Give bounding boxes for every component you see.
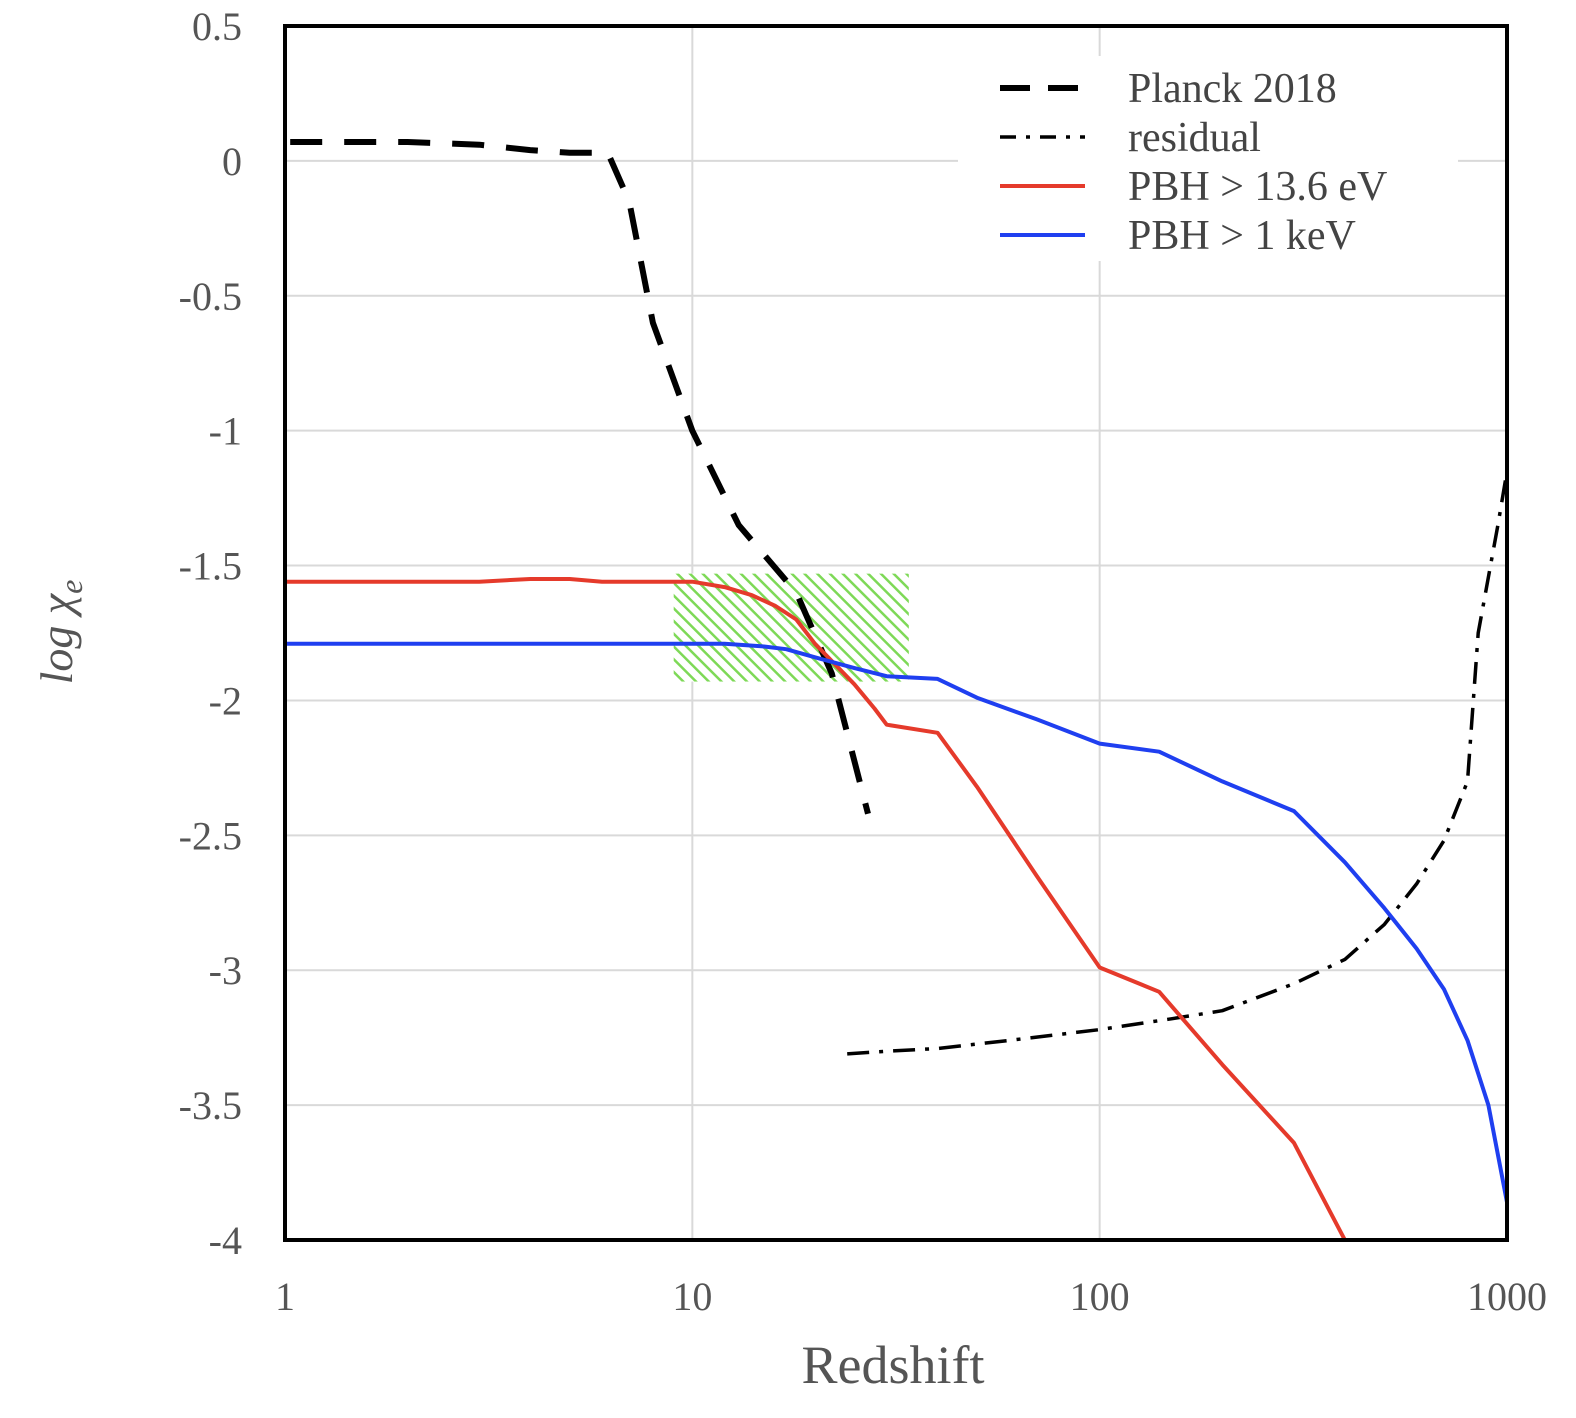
y-axis-title: log χe <box>31 580 89 685</box>
plot-frame <box>283 24 1509 1242</box>
legend-label-planck-2018: Planck 2018 <box>1128 66 1337 112</box>
legend-box <box>958 56 1458 261</box>
x-tick-label-0: 1 <box>275 1274 295 1319</box>
series-line-pbh-1-kev <box>285 641 1507 1203</box>
y-tick-labels: 0.5 0 -0.5 -1 -1.5 -2 -2.5 -3 -3.5 -4 <box>179 4 242 1263</box>
y-tick-label-4: -1.5 <box>179 544 242 589</box>
y-tick-label-9: -4 <box>209 1218 242 1263</box>
y-tick-label-2: -0.5 <box>179 274 242 319</box>
y-axis-title-main: log χ <box>31 592 82 684</box>
series-line-planck-2018 <box>290 139 871 815</box>
y-tick-label-6: -2.5 <box>179 813 242 858</box>
y-tick-label-3: -1 <box>209 409 242 454</box>
series-line-pbh-13-6-ev <box>285 577 1347 1240</box>
y-tick-label-1: 0 <box>222 139 242 184</box>
x-tick-label-2: 100 <box>1070 1274 1130 1319</box>
y-axis-title-subscript: e <box>53 580 89 594</box>
y-tick-label-5: -2 <box>209 678 242 723</box>
x-tick-label-3: 1000 <box>1467 1274 1547 1319</box>
hatched-region-0 <box>673 573 909 682</box>
series-lines <box>285 139 1507 1240</box>
legend-label-residual: residual <box>1128 115 1261 161</box>
annotations <box>673 573 909 682</box>
legend-label-pbh-13-6-ev: PBH > 13.6 eV <box>1128 164 1387 210</box>
y-tick-label-7: -3 <box>209 948 242 993</box>
series-line-residual <box>847 470 1507 1056</box>
x-tick-label-1: 10 <box>672 1274 712 1319</box>
x-axis-title: Redshift <box>802 1335 985 1395</box>
y-tick-label-8: -3.5 <box>179 1083 242 1128</box>
legend-label-pbh-1-kev: PBH > 1 keV <box>1128 213 1356 259</box>
y-tick-label-0: 0.5 <box>192 4 242 49</box>
x-tick-labels: 1 10 100 1000 <box>275 1274 1547 1319</box>
